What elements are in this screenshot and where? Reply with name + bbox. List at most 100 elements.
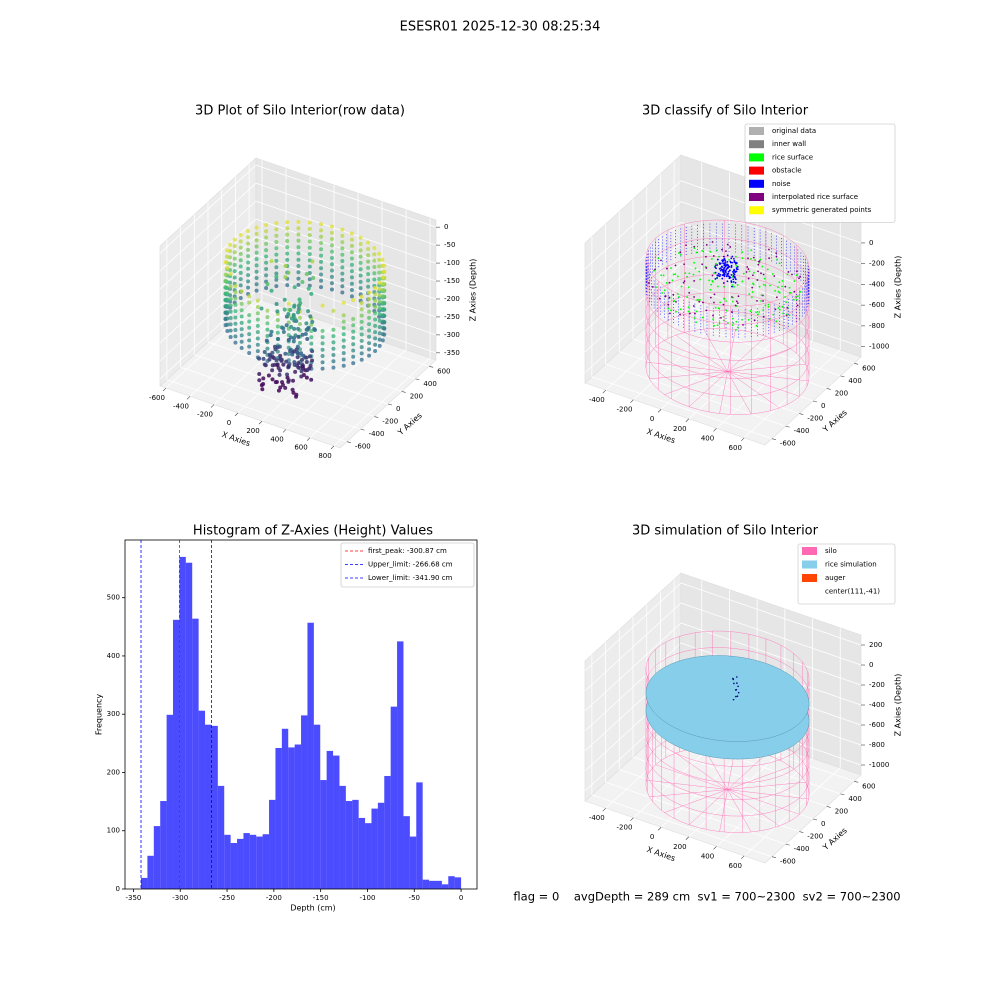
y-tick <box>812 818 818 821</box>
point-cloud <box>380 300 385 305</box>
silo-spoke <box>727 781 806 790</box>
surface-points <box>705 309 708 312</box>
legend-label: rice surface <box>772 153 813 161</box>
point-cloud <box>331 327 336 332</box>
point-cloud <box>228 271 233 276</box>
noise-cluster <box>729 260 732 263</box>
point-cloud <box>283 275 288 280</box>
point-cloud <box>320 341 325 346</box>
surface-points <box>708 279 711 282</box>
histogram-bar <box>275 748 282 889</box>
point-cloud <box>264 260 269 265</box>
point-cloud <box>319 266 324 271</box>
surface-points <box>653 269 655 272</box>
point-cloud <box>296 245 301 250</box>
point-cloud <box>358 254 363 259</box>
point-cloud <box>367 309 372 314</box>
point-cloud <box>377 280 382 285</box>
silo-spoke <box>727 371 809 382</box>
point-cloud <box>341 344 346 349</box>
surface-points <box>658 297 661 300</box>
grid-line <box>591 794 772 858</box>
point-cloud <box>340 284 345 289</box>
noise-cluster <box>734 281 737 284</box>
y-tick-label: 200 <box>835 389 848 397</box>
point-cloud <box>267 352 272 357</box>
point-cloud <box>351 342 356 347</box>
y-tick-label: 500 <box>107 594 120 602</box>
histogram-bar <box>173 619 180 889</box>
point-cloud <box>382 269 387 274</box>
point-cloud <box>358 286 363 291</box>
surface-points <box>680 285 683 288</box>
point-cloud <box>329 243 334 248</box>
point-cloud <box>340 259 345 264</box>
legend-label: Upper_limit: -266.68 cm <box>368 561 453 569</box>
point-cloud <box>296 303 301 308</box>
point-cloud <box>329 274 334 279</box>
point-cloud <box>261 376 266 381</box>
point-cloud <box>372 277 377 282</box>
point-cloud <box>228 280 233 285</box>
point-cloud <box>288 308 293 313</box>
point-cloud <box>359 357 364 362</box>
surface-points <box>698 270 701 273</box>
surface-points <box>752 274 754 277</box>
point-cloud <box>372 252 377 257</box>
point-cloud <box>373 292 378 297</box>
point-cloud <box>291 378 296 383</box>
grid-line <box>255 164 437 228</box>
silo-spoke <box>727 371 780 409</box>
grid-line <box>605 781 786 845</box>
point-cloud <box>331 346 336 351</box>
point-cloud <box>269 288 274 293</box>
point-cloud <box>281 326 286 331</box>
surface-points <box>693 247 696 250</box>
surface-points <box>748 270 751 273</box>
point-cloud <box>358 273 363 278</box>
point-cloud <box>255 298 260 303</box>
point-cloud <box>341 325 346 330</box>
point-cloud <box>310 349 315 354</box>
point-cloud <box>312 328 317 333</box>
grid-line <box>159 254 257 344</box>
point-cloud <box>238 264 243 269</box>
point-cloud <box>329 255 334 260</box>
point-cloud <box>296 257 301 262</box>
legend-label: interpolated rice surface <box>772 193 858 201</box>
surface-points <box>667 303 670 306</box>
point-cloud <box>238 270 243 275</box>
y-tick-label: -400 <box>369 430 385 438</box>
surface-points <box>736 326 739 329</box>
surface-points <box>764 304 767 307</box>
point-cloud <box>232 256 237 261</box>
point-cloud <box>270 363 275 368</box>
point-cloud <box>341 338 346 343</box>
point-cloud <box>351 317 356 322</box>
surface-points <box>731 311 733 313</box>
point-cloud <box>285 238 290 243</box>
grid-line <box>235 316 416 380</box>
point-cloud <box>349 294 354 299</box>
x-tick-label: 0 <box>650 833 654 841</box>
point-cloud <box>246 247 251 252</box>
point-cloud <box>274 265 279 270</box>
point-cloud <box>358 279 363 284</box>
surface-points <box>710 258 713 260</box>
histogram-bar <box>230 842 238 889</box>
surface-points <box>683 280 686 283</box>
point-cloud <box>319 272 324 277</box>
y-tick-label: -200 <box>807 415 823 423</box>
surface-points <box>732 321 735 324</box>
point-cloud <box>247 344 252 349</box>
surface-points <box>775 296 778 299</box>
auger <box>736 695 739 698</box>
point-cloud <box>307 233 312 238</box>
point-cloud <box>340 252 345 257</box>
noise-cluster <box>731 255 734 258</box>
histogram-bar <box>288 747 295 889</box>
point-cloud <box>246 235 251 240</box>
surface-points <box>654 268 656 271</box>
point-cloud <box>228 303 233 308</box>
point-cloud <box>300 280 305 285</box>
